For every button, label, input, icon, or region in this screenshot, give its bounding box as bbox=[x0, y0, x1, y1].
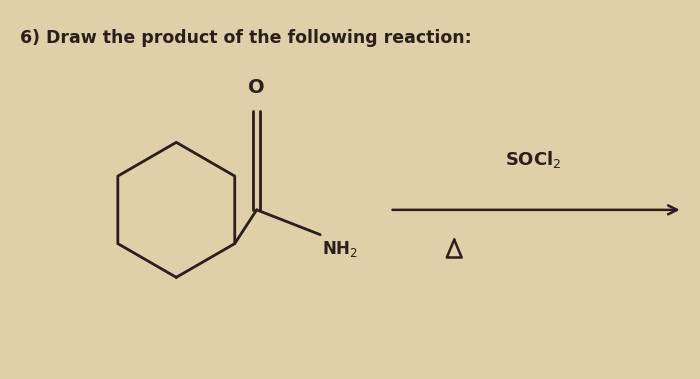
Text: NH$_2$: NH$_2$ bbox=[322, 239, 358, 258]
Text: SOCl$_2$: SOCl$_2$ bbox=[505, 149, 562, 170]
Text: O: O bbox=[248, 78, 265, 97]
Text: 6) Draw the product of the following reaction:: 6) Draw the product of the following rea… bbox=[20, 29, 472, 47]
